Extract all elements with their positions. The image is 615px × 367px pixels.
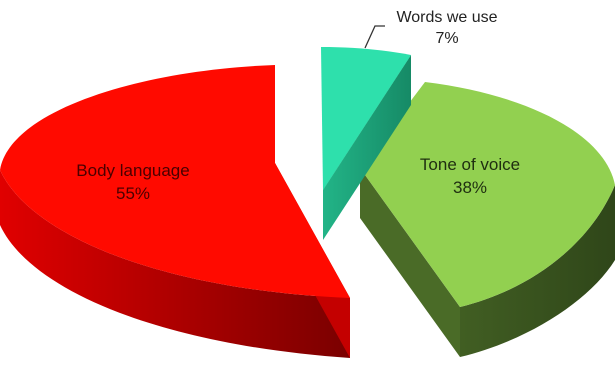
slice-value-body-language: 55% <box>116 184 150 203</box>
slice-side-words-we-use <box>323 55 411 240</box>
callout-leader-line <box>364 25 385 49</box>
slice-label-tone-of-voice: Tone of voice <box>420 155 520 174</box>
slice-value-words-we-use: 7% <box>435 30 458 47</box>
slice-top-body-language <box>0 65 350 298</box>
slice-side-left-tone-of-voice <box>360 168 460 357</box>
slice-value-tone-of-voice: 38% <box>453 178 487 197</box>
slice-top-tone-of-voice <box>360 82 615 307</box>
slice-label-words-we-use: Words we use <box>396 9 497 26</box>
slice-label-body-language: Body language <box>76 161 189 180</box>
slice-side-body-language <box>0 170 350 358</box>
pie-slice-words-we-use <box>321 47 411 240</box>
pie-slice-tone-of-voice <box>360 82 615 357</box>
pie-slice-body-language <box>0 65 350 358</box>
slice-side-tone-of-voice <box>360 168 615 357</box>
slice-top-words-we-use <box>321 47 411 190</box>
